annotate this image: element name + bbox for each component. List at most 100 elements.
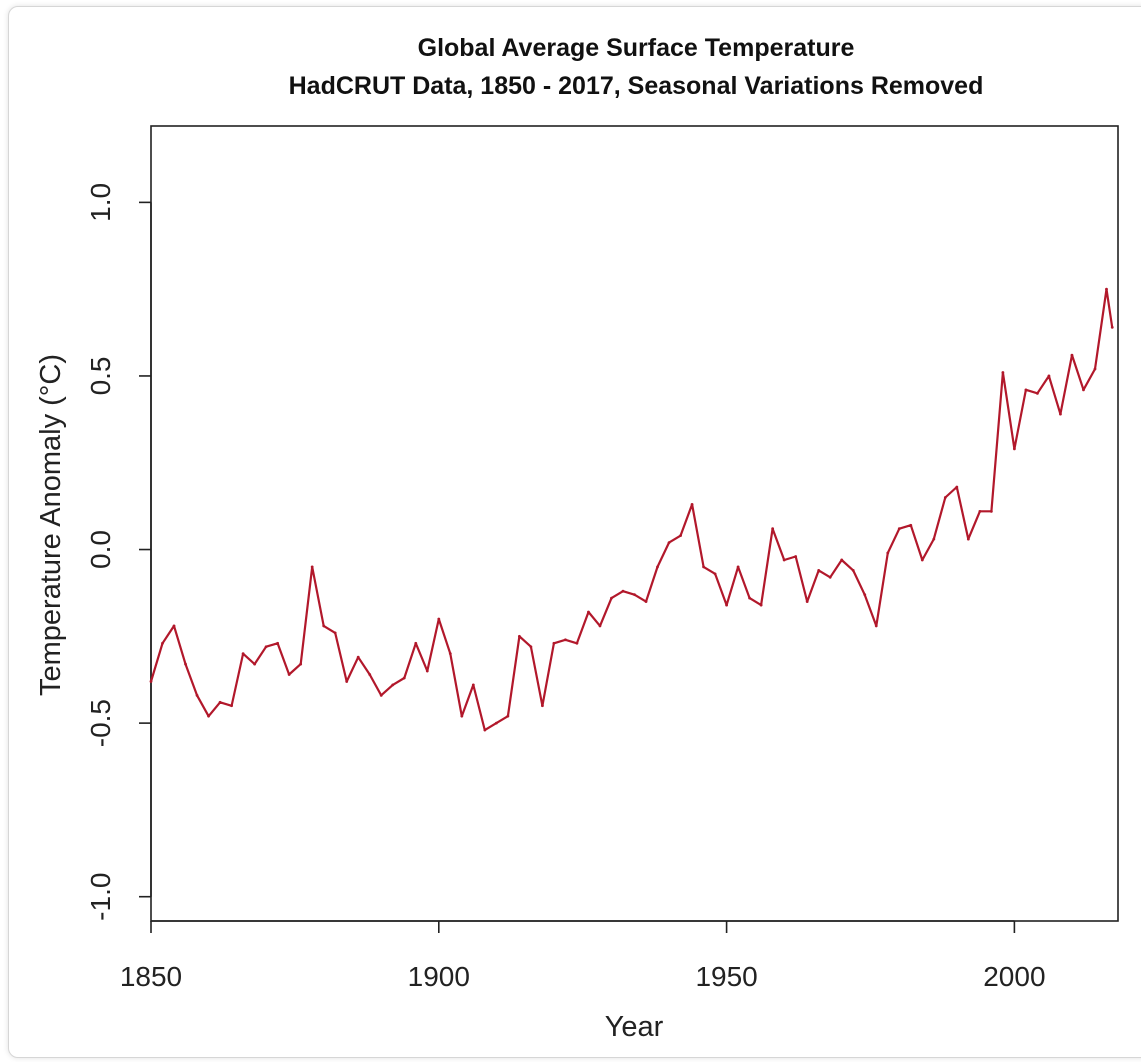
data-point bbox=[356, 655, 360, 659]
data-point bbox=[437, 617, 441, 621]
data-point bbox=[207, 714, 210, 718]
data-point bbox=[494, 721, 498, 725]
data-point bbox=[920, 558, 924, 562]
data-point bbox=[1082, 388, 1085, 392]
data-point bbox=[587, 610, 590, 614]
data-point bbox=[1024, 388, 1028, 392]
data-point bbox=[379, 693, 383, 697]
data-point bbox=[989, 509, 993, 513]
y-tick-label: 0.0 bbox=[85, 530, 116, 569]
data-point bbox=[759, 603, 763, 607]
y-tick-label: -1.0 bbox=[85, 873, 116, 921]
data-point bbox=[506, 714, 510, 718]
data-point bbox=[287, 673, 291, 676]
y-tick-label: -0.5 bbox=[85, 699, 116, 747]
data-point bbox=[368, 673, 372, 676]
data-point bbox=[598, 624, 602, 628]
data-point bbox=[679, 534, 682, 538]
data-point bbox=[184, 662, 187, 666]
data-point bbox=[1001, 371, 1005, 374]
data-point bbox=[909, 523, 913, 527]
plot-box bbox=[150, 125, 1119, 922]
data-point bbox=[644, 600, 648, 604]
data-point bbox=[955, 485, 959, 489]
data-point bbox=[310, 565, 314, 569]
data-point bbox=[690, 503, 694, 506]
data-point bbox=[149, 680, 153, 683]
x-tick-label: 2000 bbox=[983, 961, 1045, 992]
data-point bbox=[1070, 353, 1074, 357]
data-point bbox=[322, 624, 326, 628]
data-point bbox=[448, 652, 452, 656]
data-point bbox=[1012, 447, 1016, 451]
data-point bbox=[541, 704, 544, 708]
y-axis: -1.0 -0.5 0.0 0.5 1.0 bbox=[85, 183, 152, 921]
data-point bbox=[633, 593, 636, 597]
data-point bbox=[713, 572, 717, 576]
data-point bbox=[725, 603, 728, 607]
data-point bbox=[782, 558, 786, 562]
data-point bbox=[1036, 391, 1039, 395]
data-point bbox=[483, 728, 487, 732]
data-point bbox=[161, 641, 164, 645]
x-axis: 1850 1900 1950 2000 bbox=[120, 920, 1046, 992]
y-tick-label: 1.0 bbox=[85, 183, 116, 222]
x-axis-label: Year bbox=[605, 1011, 664, 1043]
x-tick-label: 1950 bbox=[695, 961, 757, 992]
data-point bbox=[610, 596, 613, 600]
data-point bbox=[425, 669, 429, 673]
data-point bbox=[172, 624, 176, 628]
data-point bbox=[253, 662, 257, 666]
data-point bbox=[656, 565, 659, 569]
data-point bbox=[471, 683, 475, 687]
data-point bbox=[564, 638, 567, 642]
x-tick-label: 1900 bbox=[408, 961, 470, 992]
data-point bbox=[575, 641, 579, 645]
data-point bbox=[402, 676, 406, 680]
data-point bbox=[978, 509, 982, 513]
data-point bbox=[748, 596, 752, 600]
data-point bbox=[264, 645, 268, 649]
data-point bbox=[966, 537, 970, 541]
series-line bbox=[149, 288, 1114, 732]
data-point bbox=[529, 645, 533, 649]
data-point bbox=[897, 527, 901, 531]
data-point bbox=[667, 541, 671, 544]
data-point bbox=[943, 496, 947, 499]
data-point bbox=[414, 641, 418, 645]
data-point bbox=[195, 693, 199, 697]
y-axis-label: Temperature Anomaly (°C) bbox=[35, 354, 67, 696]
data-point bbox=[851, 568, 855, 572]
chart-frame bbox=[8, 6, 1141, 1058]
data-point bbox=[460, 714, 464, 718]
series-layer bbox=[149, 287, 1114, 732]
data-point bbox=[771, 527, 775, 531]
data-point bbox=[333, 631, 337, 635]
chart-subtitle: HadCRUT Data, 1850 - 2017, Seasonal Vari… bbox=[289, 72, 984, 100]
data-point bbox=[840, 558, 844, 562]
data-point bbox=[1093, 367, 1097, 371]
data-point bbox=[552, 641, 556, 645]
data-point bbox=[828, 575, 832, 579]
data-point bbox=[241, 652, 245, 656]
chart-title: Global Average Surface Temperature bbox=[418, 34, 855, 62]
data-point bbox=[817, 568, 821, 572]
data-point bbox=[794, 555, 798, 558]
data-point bbox=[517, 634, 521, 638]
data-point bbox=[218, 700, 222, 704]
data-point bbox=[1047, 374, 1051, 378]
data-point bbox=[736, 565, 740, 569]
data-point bbox=[886, 551, 890, 555]
y-tick-label: 0.5 bbox=[85, 356, 116, 395]
data-point bbox=[276, 641, 280, 645]
data-point bbox=[1059, 412, 1062, 416]
data-point bbox=[391, 683, 395, 687]
data-point bbox=[230, 704, 233, 708]
data-point bbox=[932, 537, 936, 541]
data-point bbox=[874, 624, 878, 628]
data-point bbox=[1105, 287, 1108, 291]
data-point bbox=[299, 662, 303, 666]
data-point bbox=[345, 680, 349, 683]
data-point bbox=[1110, 325, 1114, 329]
